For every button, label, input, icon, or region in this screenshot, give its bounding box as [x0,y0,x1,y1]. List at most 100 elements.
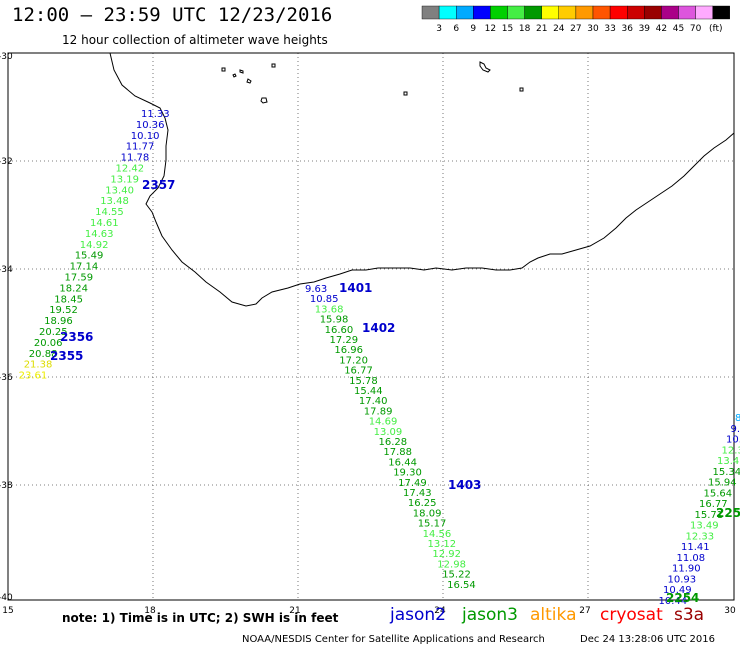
wave-height-label: 11.78 [121,153,150,164]
wave-height-label: 15.44 [354,386,383,397]
wave-height-label: 13.68 [315,304,344,315]
wave-height-label: 15.17 [418,519,447,530]
wave-height-label: 11.90 [672,564,701,575]
colorbar-swatch [712,5,731,20]
legend-cryosat: cryosat [600,605,663,625]
coastline [109,52,735,307]
colorbar-label: 42 [656,24,667,34]
wave-height-label: 18.96 [44,316,73,327]
colorbar-swatch [627,5,645,20]
pass-time-label: 2357 [142,178,175,192]
pass-time-stamps: 2357 2356 2355 1401 1402 1403 225 2254 [50,178,740,605]
wave-height-label: 15.71 [695,510,724,521]
altimeter-tracks: 11.3310.3610.1011.7711.7812.4213.1913.40… [19,109,740,607]
wave-height-label: 13.09 [374,427,403,438]
legend-altika: altika [530,605,577,625]
wave-height-label: 16.60 [325,325,354,336]
wave-height-label: 17.29 [330,335,359,346]
latitude-label: -38 [0,481,13,491]
legend-jason3: jason3 [462,605,518,625]
colorbar-swatch [438,5,457,20]
wave-height-label: 17.59 [65,273,94,284]
wave-height-label: 16.77 [699,499,728,510]
wave-height-label: 15.98 [320,315,349,326]
latitude-label: -40 [0,593,13,603]
map-title: 12:00 – 23:59 UTC 12/23/2016 [12,4,333,26]
colorbar-label: 30 [587,24,599,34]
colorbar-label: 3 [436,24,442,34]
colorbar-swatch [609,5,628,20]
colorbar: 3 6 9 12 15 18 21 24 27 30 33 36 39 42 45 70 (ft) [421,5,731,34]
colorbar-label: 12 [485,24,496,34]
latitude-label: -30 [0,52,13,62]
wave-height-label: 12.98 [437,559,466,570]
wave-height-label: 10.49 [663,585,692,596]
wave-height-label: 10.36 [136,120,165,131]
wave-height-label: 10.85 [310,294,339,305]
colorbar-label: 36 [621,24,633,34]
wave-height-label: 14.92 [80,240,109,251]
colorbar-swatch [661,5,679,20]
wave-height-label: 17.40 [359,396,388,407]
wave-height-label: 17.88 [383,447,412,458]
colorbar-label: 27 [570,24,581,34]
axis-tick-labels: 15 18 21 24 27 30 -30 -32 -34 -36 -38 -40 [0,52,736,616]
colorbar-label: 39 [639,24,651,34]
pass-time-label: 2355 [50,349,83,363]
wave-height-label: 13.4 [717,456,739,467]
wave-height-label: 13.48 [100,196,129,207]
colorbar-swatch [507,5,525,20]
wave-height-label: 17.49 [398,478,427,489]
colorbar-swatch [575,5,594,20]
wave-height-label: 20.25 [39,327,68,338]
longitude-label: 27 [579,606,590,616]
wave-height-label: 11.77 [126,142,155,153]
latitude-label: -34 [0,265,13,275]
wave-height-label: 17.14 [70,262,99,273]
colorbar-label: 15 [502,24,513,34]
legend-s3a: s3a [674,605,705,625]
wave-height-label: 14.61 [90,218,119,229]
wave-height-label: 14.63 [85,229,114,240]
wave-height-label: 23.61 [19,371,48,382]
colorbar-swatch [421,5,440,20]
latitude-label: -32 [0,157,13,167]
colorbar-swatch [490,5,508,20]
colorbar-label: 45 [673,24,684,34]
wave-height-label: 13.19 [110,174,139,185]
wave-height-label: 8 [735,413,740,424]
wave-height-label: 16.77 [344,366,373,377]
wave-height-label: 16.54 [447,580,476,591]
colorbar-label: 6 [453,24,459,34]
colorbar-swatch [541,5,560,20]
wave-height-label: 14.69 [369,417,398,428]
longitude-label: 15 [2,606,13,616]
colorbar-label: 33 [604,24,615,34]
colorbar-swatch [524,5,542,20]
wave-height-label: 10.10 [131,131,160,142]
wave-height-label: 13.12 [428,539,457,550]
wave-height-label: 18.24 [59,283,88,294]
colorbar-label: 9 [470,24,476,34]
colorbar-swatch [678,5,696,20]
wave-height-label: 17.89 [364,406,393,417]
wave-height-label: 11.08 [677,553,706,564]
longitude-label: 24 [434,606,446,616]
wave-height-label: 20.06 [34,338,63,349]
wave-height-label: 11.41 [681,542,710,553]
colorbar-unit: (ft) [709,24,723,34]
wave-height-label: 13.40 [105,185,134,196]
wave-height-label: 12.92 [432,549,461,560]
wave-height-label: 14.56 [423,529,452,540]
map-subtitle: 12 hour collection of altimeter wave hei… [62,33,328,47]
wave-height-label: 15.94 [708,478,737,489]
colorbar-swatch [456,5,474,20]
wave-height-label: 17.43 [403,488,432,499]
wave-height-label: 9.63 [305,284,327,295]
map-frame [7,52,735,601]
wave-height-label: 15.34 [713,467,740,478]
wave-height-label: 17.20 [339,355,368,366]
pass-time-label: 1402 [362,321,395,335]
footer-timestamp: Dec 24 13:28:06 UTC 2016 [580,634,715,645]
